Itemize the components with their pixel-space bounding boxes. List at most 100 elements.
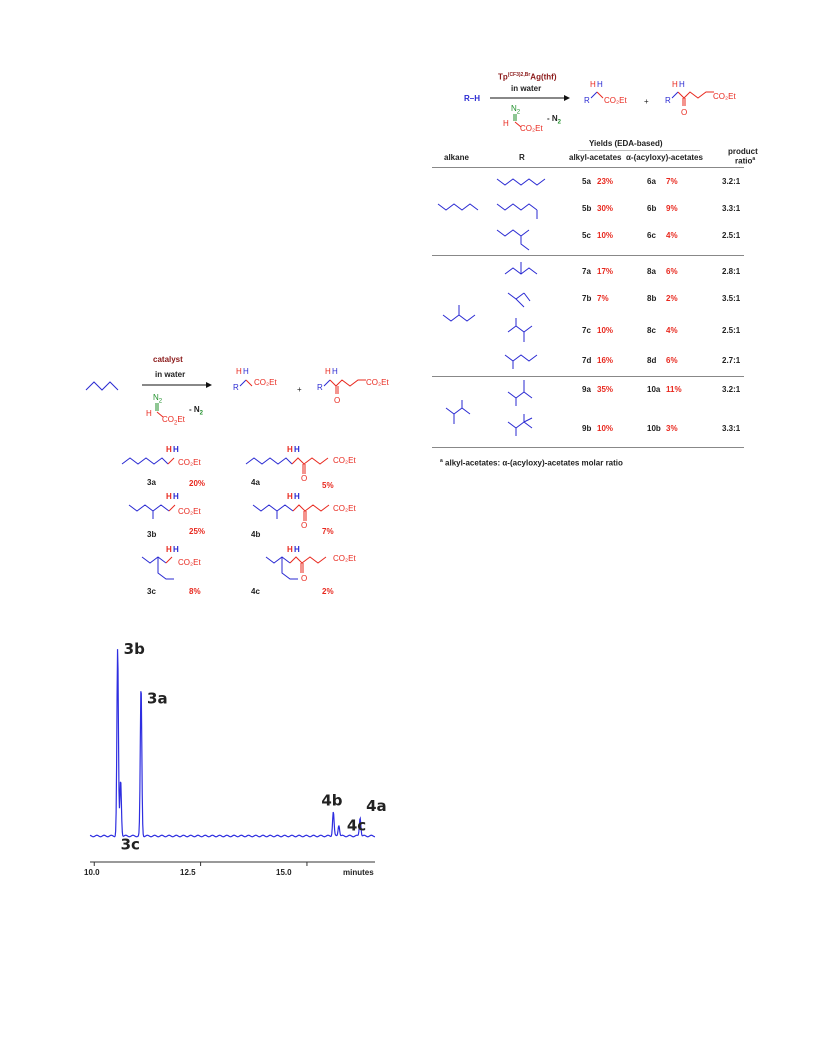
r-structure-7a [504, 262, 538, 275]
eda-h: H [146, 409, 152, 418]
table-footnote: a alkyl-acetates: α-(acyloxy)-acetates m… [440, 458, 623, 468]
prod1-h2: H [243, 367, 249, 376]
ratio-value: 2.5:1 [722, 231, 741, 240]
chromatogram-trace [89, 649, 376, 838]
yield-4c: 2% [322, 587, 334, 596]
r-structure-5b [496, 203, 538, 219]
rprod2-o: O [681, 108, 688, 117]
alkane-dimethylbutane [445, 400, 471, 424]
h2-3c: H [173, 545, 179, 554]
ratio-value: 2.7:1 [722, 356, 741, 365]
reactant-rh: R–H [464, 94, 481, 103]
prod1-bonds [239, 379, 253, 387]
header-alkyl-acetates: alkyl-acetates [569, 153, 622, 162]
h2-4b: H [294, 492, 300, 501]
label-4b: 4b [251, 530, 261, 539]
yield-4a: 5% [322, 481, 334, 490]
ratio-value: 3.5:1 [722, 294, 741, 303]
alkyl-yield: 10% [597, 326, 614, 335]
structure-4b [252, 504, 330, 521]
acyloxy-yield: 11% [666, 385, 682, 394]
acyloxy-yield: 4% [666, 231, 678, 240]
alkyl-yield: 16% [597, 356, 614, 365]
yield-3b: 25% [189, 527, 206, 536]
r-structure-9b [507, 414, 533, 436]
reaction-arrow-right [490, 95, 570, 101]
acyloxy-id: 6c [647, 231, 656, 240]
peak-label-3b: 3b [124, 640, 145, 658]
h-4b: H [287, 492, 293, 501]
acyloxy-id: 8b [647, 294, 657, 303]
eda-h-right: H [503, 119, 509, 128]
label-3c: 3c [147, 587, 156, 596]
catalyst-label: catalyst [153, 355, 183, 364]
header-r: R [519, 153, 525, 162]
pentane-structure [85, 381, 119, 391]
eda-co2et-right: CO₂Et [520, 124, 543, 133]
acyloxy-yield: 2% [666, 294, 678, 303]
plus-right: + [644, 97, 649, 106]
tick-label-12-5: 12.5 [180, 868, 196, 877]
reaction-arrow [142, 382, 212, 388]
peak-label-3a: 3a [147, 690, 168, 708]
acyloxy-yield: 4% [666, 326, 678, 335]
eda-n2-right: N2 [511, 104, 521, 116]
plus-sign: + [297, 385, 302, 394]
alkyl-yield: 17% [597, 267, 614, 276]
alkyl-id: 5a [582, 177, 591, 186]
co2et-3b: CO₂Et [178, 507, 201, 516]
co2et-4b: CO₂Et [333, 504, 356, 513]
acyloxy-yield: 3% [666, 424, 678, 433]
r-structure-7b [507, 292, 531, 308]
ratio-value: 2.8:1 [722, 267, 741, 276]
catalyst-tp: Tp(CF3)2,BrAg(thf) [498, 72, 557, 82]
h-4a: H [287, 445, 293, 454]
o-4b: O [301, 521, 308, 530]
rprod1-co2et: CO₂Et [604, 96, 627, 105]
yield-4b: 7% [322, 527, 334, 536]
acyloxy-id: 6b [647, 204, 657, 213]
r-structure-5a [496, 178, 546, 186]
acyloxy-yield: 9% [666, 204, 678, 213]
peak-label-4a: 4a [366, 797, 387, 815]
co2et-3a: CO₂Et [178, 458, 201, 467]
h-3b: H [166, 492, 172, 501]
o-4a: O [301, 474, 308, 483]
rprod2-bonds [671, 91, 714, 106]
ratio-value: 3.3:1 [722, 424, 741, 433]
h2-4a: H [294, 445, 300, 454]
alkyl-yield: 10% [597, 424, 614, 433]
prod2-co2et: CO₂Et [366, 378, 389, 387]
prod1-r: R [233, 383, 239, 392]
label-3a: 3a [147, 478, 156, 487]
r-structure-9a [507, 380, 533, 406]
prod2-bonds [323, 379, 366, 394]
alkyl-yield: 30% [597, 204, 614, 213]
h2-3a: H [173, 445, 179, 454]
peak-label-4b: 4b [321, 792, 342, 810]
acyloxy-id: 10b [647, 424, 661, 433]
prod2-o: O [334, 396, 341, 405]
o-4c: O [301, 574, 308, 583]
ratio-value: 3.2:1 [722, 385, 741, 394]
h2-4c: H [294, 545, 300, 554]
acyloxy-id: 8c [647, 326, 656, 335]
minus-n2: - N2 [189, 405, 204, 417]
prod2-h1: H [325, 367, 331, 376]
prod2-r: R [317, 383, 323, 392]
alkyl-yield: 23% [597, 177, 614, 186]
alkyl-id: 5c [582, 231, 591, 240]
r-structure-7d [504, 354, 538, 369]
peak-label-4c: 4c [347, 817, 366, 835]
structure-3a [121, 457, 175, 465]
acyloxy-yield: 6% [666, 267, 678, 276]
alkyl-id: 7d [582, 356, 592, 365]
rprod2-r: R [665, 96, 671, 105]
co2et-4c: CO₂Et [333, 554, 356, 563]
rprod1-bonds [590, 91, 604, 99]
label-4a: 4a [251, 478, 260, 487]
co2et-4a: CO₂Et [333, 456, 356, 465]
structure-3c [141, 556, 174, 580]
solvent-right: in water [511, 84, 542, 93]
